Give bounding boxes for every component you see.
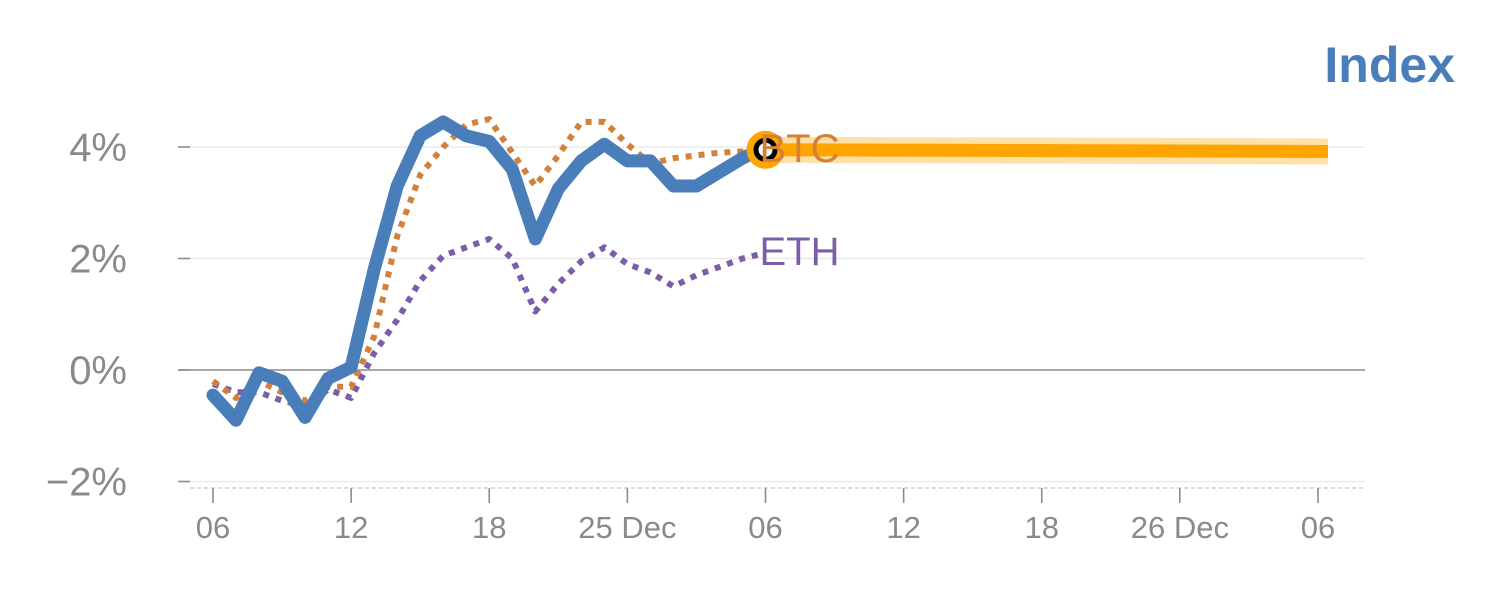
x-tick-label: 25 Dec <box>578 510 676 545</box>
series-label-btc: BTC <box>760 127 840 171</box>
series-labels: BTC ETH <box>760 127 840 274</box>
x-tick-label: 18 <box>1025 510 1059 545</box>
axes: 4% 2% 0% −2% 06 12 18 25 Dec 06 12 18 26 Dec 06 <box>46 126 1365 545</box>
y-tick-label: 4% <box>69 126 127 170</box>
x-tick-label: 06 <box>1301 510 1335 545</box>
forecast-band-inner <box>765 143 1329 158</box>
x-tick-label: 26 Dec <box>1131 510 1229 545</box>
chart-title: Index <box>1324 37 1455 93</box>
y-tick-label: −2% <box>46 461 127 505</box>
series-line-index <box>206 115 772 427</box>
x-tick-label: 18 <box>472 510 506 545</box>
y-tick-label: 0% <box>69 349 127 393</box>
end-marker-ring <box>753 137 778 162</box>
series-label-eth: ETH <box>760 230 840 274</box>
x-tick-label: 12 <box>334 510 368 545</box>
end-markers <box>746 130 785 169</box>
x-tick-label: 06 <box>748 510 782 545</box>
y-tick-label: 2% <box>69 238 127 282</box>
x-tick-label: 06 <box>196 510 230 545</box>
x-tick-label: 12 <box>886 510 920 545</box>
forecast-band <box>765 136 1329 165</box>
series-line-eth <box>211 236 767 410</box>
gridlines <box>178 146 1365 483</box>
series-lines <box>206 115 772 427</box>
series-line-btc <box>211 116 766 404</box>
